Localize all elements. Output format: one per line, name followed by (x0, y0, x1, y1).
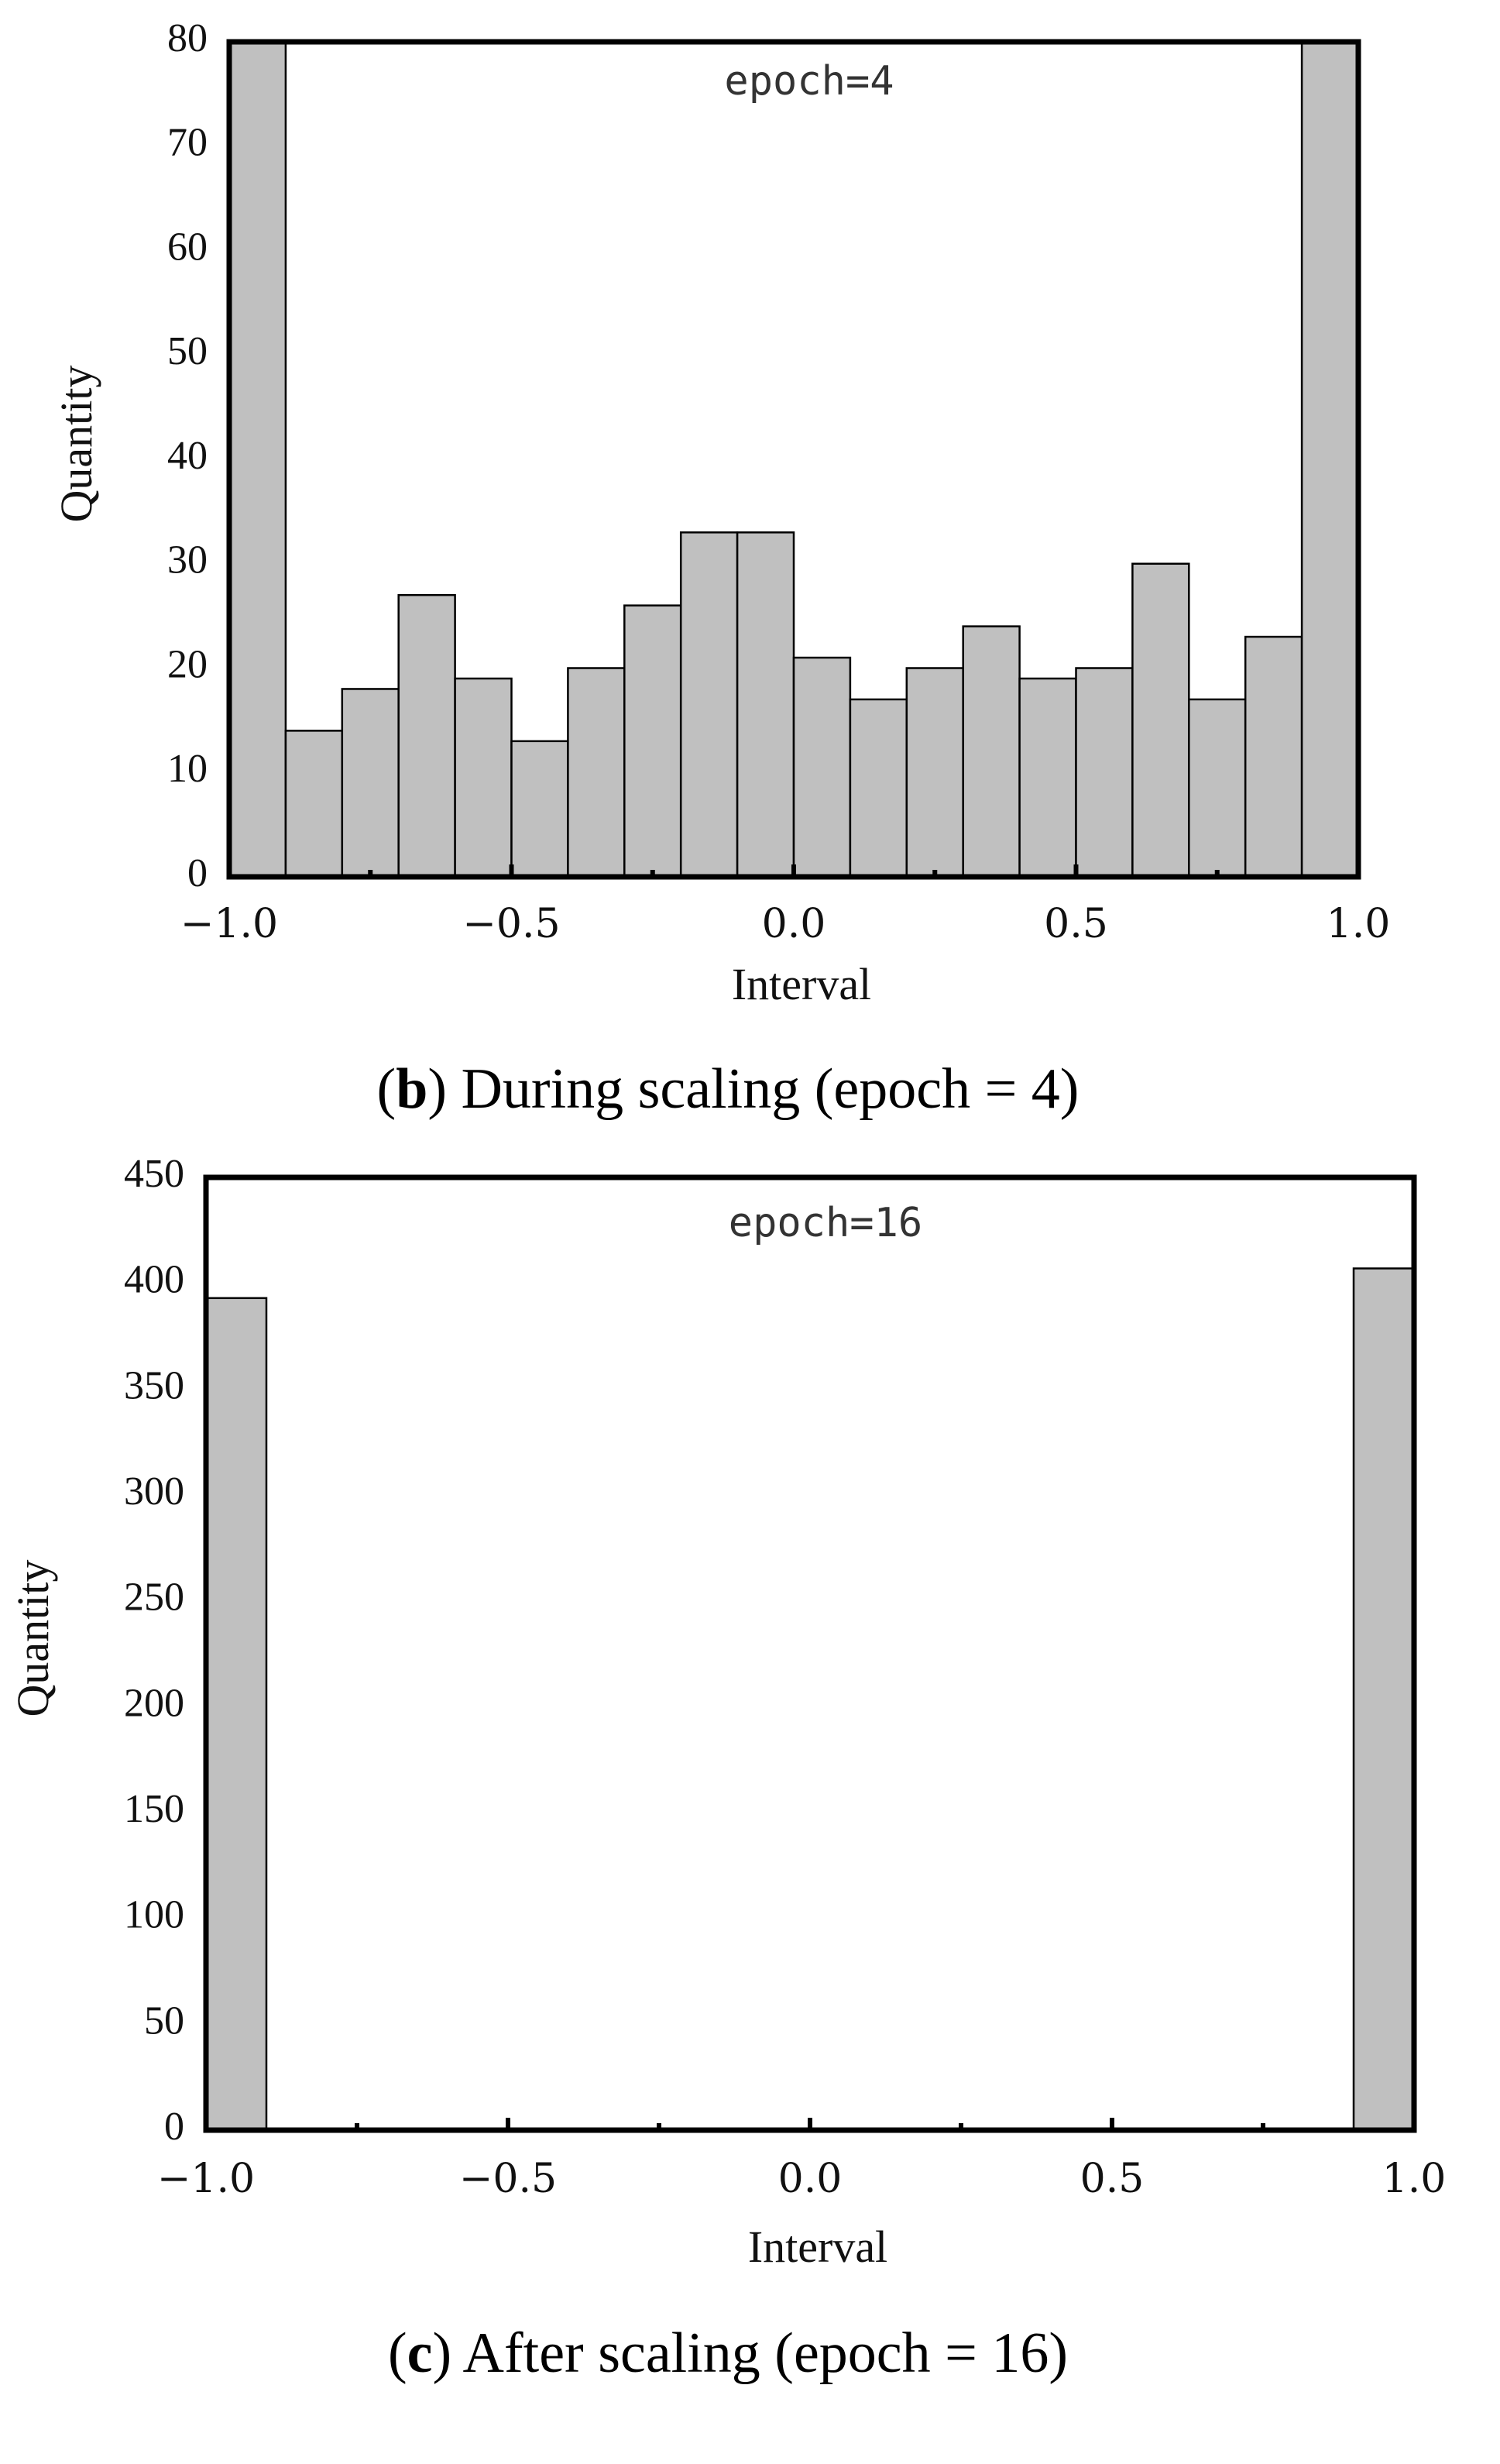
y-tick-label: 30 (167, 538, 208, 582)
histogram-bar (454, 677, 513, 878)
histogram-bar (510, 740, 569, 878)
histogram-bar (849, 698, 908, 878)
ticks-group (227, 864, 1361, 877)
histogram-bar (679, 531, 739, 878)
histogram-bar (1300, 40, 1360, 878)
y-axis-label: Quantity (51, 366, 101, 523)
y-tick-label: 80 (167, 16, 208, 60)
y-tick-label: 60 (167, 225, 208, 269)
histogram-bar (228, 40, 287, 878)
histogram-bar (284, 730, 344, 878)
y-tick-label: 450 (124, 1152, 184, 1196)
histogram-bar (341, 688, 400, 878)
histogram-bar (792, 656, 852, 878)
x-tick-label: −1.0 (180, 901, 278, 947)
ticks-group (204, 2118, 1416, 2130)
y-tick-label: 40 (167, 434, 208, 478)
y-tick-label: 250 (124, 1576, 184, 1620)
x-axis-label: Interval (748, 2222, 887, 2272)
y-tick-label: 10 (167, 747, 208, 791)
histogram-bar (623, 604, 682, 878)
y-tick-labels: 0 50 100 150 200 250 300 350 400 450 (124, 1152, 184, 2149)
histogram-bar (567, 667, 626, 878)
panel-caption: (c) After scaling (epoch = 16) (388, 2321, 1068, 2385)
y-tick-label: 350 (124, 1363, 184, 1407)
histogram-bar (905, 667, 964, 878)
histogram-bar (1131, 562, 1190, 878)
bars-group (204, 1267, 1416, 2132)
histogram-bar (1075, 667, 1134, 878)
y-tick-label: 50 (167, 329, 208, 373)
x-tick-label: 1.0 (1327, 901, 1391, 947)
histogram-bar (1188, 698, 1247, 878)
x-tick-label: 1.0 (1382, 2156, 1447, 2202)
caption-text: ) During scaling (epoch = 4) (427, 1057, 1079, 1121)
epoch-annotation: epoch=4 (724, 58, 894, 105)
caption-text: ) After scaling (epoch = 16) (433, 2321, 1069, 2385)
histogram-panel-c: 0 50 100 150 200 250 300 350 400 450 −1.0 −0.5 0.0 0… (8, 1152, 1446, 2385)
y-tick-label: 100 (124, 1893, 184, 1937)
caption-letter: c (407, 2321, 433, 2385)
y-axis-label: Quantity (8, 1560, 58, 1717)
x-tick-labels: −1.0 −0.5 0.0 0.5 1.0 (157, 2156, 1446, 2202)
histogram-bar (397, 593, 456, 878)
epoch-annotation: epoch=16 (729, 1200, 922, 1246)
y-tick-labels: 0 10 20 30 40 50 60 70 80 (167, 16, 208, 895)
x-tick-labels: −1.0 −0.5 0.0 0.5 1.0 (180, 901, 1390, 947)
histogram-bar (736, 531, 795, 878)
caption-letter: b (396, 1057, 427, 1121)
y-tick-label: 150 (124, 1787, 184, 1831)
x-tick-label: −0.5 (459, 2156, 557, 2202)
x-axis-label: Interval (732, 959, 871, 1009)
x-tick-label: 0.5 (1080, 2156, 1145, 2202)
x-tick-label: 0.0 (762, 901, 826, 947)
x-tick-label: 0.5 (1044, 901, 1108, 947)
x-tick-label: −0.5 (462, 901, 560, 947)
histogram-bar (1352, 1267, 1416, 2132)
histogram-bar (204, 1297, 268, 2132)
caption-open-paren: ( (388, 2321, 407, 2385)
histogram-panel-b: 0 10 20 30 40 50 60 70 80 −1.0 −0.5 0.0 0.5 1.0 epoc… (51, 16, 1390, 1121)
y-tick-label: 0 (187, 851, 208, 895)
histogram-bar (1244, 635, 1303, 878)
x-tick-label: −1.0 (157, 2156, 255, 2202)
panel-caption: (b) During scaling (epoch = 4) (377, 1057, 1080, 1121)
plot-frame (203, 1174, 1417, 2133)
y-tick-label: 400 (124, 1258, 184, 1302)
y-tick-label: 0 (164, 2105, 184, 2149)
y-tick-label: 50 (144, 1998, 184, 2043)
caption-open-paren: ( (377, 1057, 396, 1121)
y-tick-label: 70 (167, 121, 208, 165)
y-tick-label: 200 (124, 1681, 184, 1725)
bars-group (228, 40, 1360, 878)
y-tick-label: 20 (167, 642, 208, 686)
histogram-bar (962, 625, 1021, 878)
x-tick-label: 0.0 (778, 2156, 843, 2202)
y-tick-label: 300 (124, 1469, 184, 1514)
histogram-bar (1018, 677, 1077, 878)
